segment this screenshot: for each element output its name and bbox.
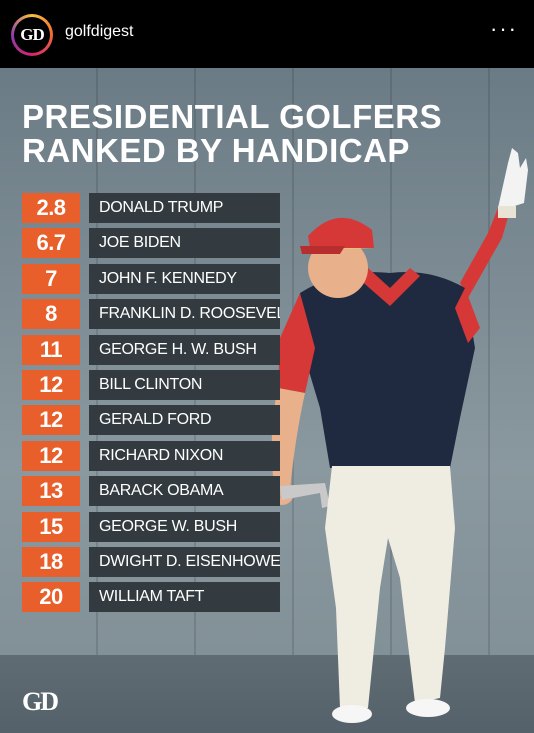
handicap-value: 7 — [22, 263, 80, 294]
president-name: GEORGE H. W. BUSH — [89, 334, 280, 365]
president-name: DWIGHT D. EISENHOWER — [89, 547, 280, 577]
handicap-value: 13 — [22, 476, 80, 507]
title-line-1: PRESIDENTIAL GOLFERS — [22, 98, 443, 135]
ranking-row: 7 JOHN F. KENNEDY — [22, 263, 280, 294]
president-name: JOHN F. KENNEDY — [89, 263, 280, 294]
post-image: PRESIDENTIAL GOLFERS RANKED BY HANDICAP — [0, 68, 534, 733]
handicap-value: 2.8 — [22, 193, 80, 223]
handicap-value: 20 — [22, 582, 80, 613]
ranking-row: 13 BARACK OBAMA — [22, 476, 280, 507]
president-name: JOE BIDEN — [89, 228, 280, 259]
ranking-row: 18 DWIGHT D. EISENHOWER — [22, 547, 280, 577]
handicap-value: 8 — [22, 299, 80, 330]
more-options-icon[interactable]: ··· — [490, 16, 518, 41]
president-name: BILL CLINTON — [89, 370, 280, 400]
golf-digest-logo: GD — [22, 687, 59, 716]
ranking-row: 11 GEORGE H. W. BUSH — [22, 334, 280, 365]
ranking-row: 6.7 JOE BIDEN — [22, 228, 280, 259]
president-name: WILLIAM TAFT — [89, 582, 280, 613]
golfer-photo — [240, 148, 528, 723]
post-header: GD golfdigest ··· — [0, 0, 534, 68]
ranking-row: 12 GERALD FORD — [22, 405, 280, 436]
poster-title: PRESIDENTIAL GOLFERS RANKED BY HANDICAP — [22, 100, 442, 168]
handicap-value: 11 — [22, 334, 80, 365]
ranking-row: 2.8 DONALD TRUMP — [22, 193, 280, 223]
handicap-value: 12 — [22, 440, 80, 471]
account-avatar[interactable]: GD — [11, 14, 53, 56]
president-name: BARACK OBAMA — [89, 476, 280, 507]
ranking-row: 8 FRANKLIN D. ROOSEVELT — [22, 299, 280, 330]
president-name: GEORGE W. BUSH — [89, 511, 280, 542]
president-name: GERALD FORD — [89, 405, 280, 436]
ranking-row: 15 GEORGE W. BUSH — [22, 511, 280, 542]
avatar-logo: GD — [14, 17, 50, 53]
handicap-value: 12 — [22, 370, 80, 400]
account-name[interactable]: golfdigest — [65, 23, 134, 40]
handicap-value: 6.7 — [22, 228, 80, 259]
president-name: DONALD TRUMP — [89, 193, 280, 223]
ranking-row: 12 RICHARD NIXON — [22, 440, 280, 471]
ranking-row: 12 BILL CLINTON — [22, 370, 280, 400]
president-name: FRANKLIN D. ROOSEVELT — [89, 299, 280, 330]
handicap-value: 18 — [22, 547, 80, 577]
title-line-2: RANKED BY HANDICAP — [22, 132, 410, 169]
president-name: RICHARD NIXON — [89, 440, 280, 471]
handicap-value: 12 — [22, 405, 80, 436]
handicap-value: 15 — [22, 511, 80, 542]
ranking-row: 20 WILLIAM TAFT — [22, 582, 280, 613]
floor — [0, 655, 534, 733]
